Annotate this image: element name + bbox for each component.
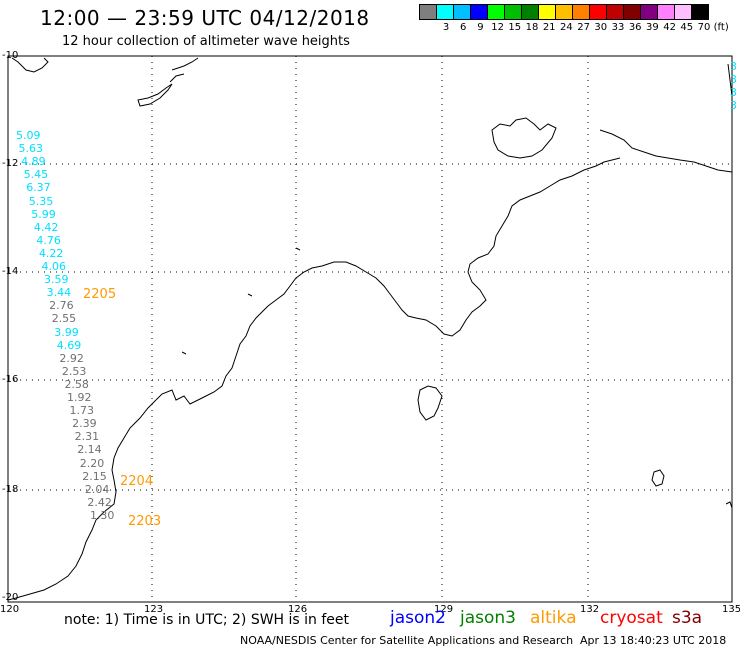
x-tick-label: 120 xyxy=(0,604,20,615)
y-tick-label: -20 xyxy=(2,592,19,603)
legend-item-s3a: s3a xyxy=(672,608,703,628)
pass-time-label: 2204 xyxy=(120,474,154,489)
x-tick-label: 123 xyxy=(144,604,164,615)
track-value: 3 xyxy=(730,60,737,73)
track-value: 2.55 xyxy=(51,312,77,326)
track-value: 2.20 xyxy=(79,456,105,470)
legend-item-jason2: jason2 xyxy=(390,608,446,628)
track-value: 4.69 xyxy=(56,338,82,352)
graticule xyxy=(8,56,732,602)
track-value: 3.99 xyxy=(54,325,79,339)
color-scale-label: 36 xyxy=(628,22,642,33)
color-scale-label: 18 xyxy=(525,22,539,33)
track-value: 4.76 xyxy=(36,233,61,247)
y-tick-label: -18 xyxy=(2,484,19,495)
color-scale-label: 33 xyxy=(611,22,625,33)
x-tick-label: 132 xyxy=(580,604,600,615)
x-tick-label: 135 xyxy=(722,604,740,615)
track-value: 3.59 xyxy=(44,273,69,287)
y-tick-label: -16 xyxy=(2,374,19,385)
color-scale-label: 27 xyxy=(577,22,590,33)
track-value: 5.63 xyxy=(18,142,44,156)
track-value: 2.42 xyxy=(87,495,112,509)
color-scale-label: 12 xyxy=(491,22,504,33)
pass-time-label: 2203 xyxy=(128,514,162,529)
y-tick-label: -14 xyxy=(2,266,19,277)
track-value: 3 xyxy=(730,73,737,86)
track-value: 4.06 xyxy=(41,260,67,273)
track-value: 3.44 xyxy=(46,286,72,300)
color-scale-label: 15 xyxy=(508,22,522,33)
color-scale-label: 70 xyxy=(697,22,711,33)
color-scale-label: 9 xyxy=(477,22,484,33)
color-scale-label: 21 xyxy=(542,22,556,33)
y-tick-label: -12 xyxy=(2,158,19,169)
color-scale-labels: 3 6 9 12 15 18 21 24 27 30 33 36 39 42 45 70 (ft) xyxy=(420,22,740,36)
color-scale-label: 45 xyxy=(680,22,694,33)
track-value: 2.15 xyxy=(82,469,107,483)
track-value: 6.37 xyxy=(26,181,51,195)
track-value: 5.09 xyxy=(16,129,41,142)
color-scale-label: 3 xyxy=(442,22,450,33)
map-subtitle: 12 hour collection of altimeter wave hei… xyxy=(62,34,350,49)
x-tick-label: 129 xyxy=(434,604,454,615)
map-frame xyxy=(7,55,733,603)
color-scale-label: (ft) xyxy=(713,22,729,33)
track-value: 1.30 xyxy=(89,508,115,522)
track-value: 2.31 xyxy=(74,430,100,444)
track-value: 2.53 xyxy=(61,364,87,378)
track-value: 5.45 xyxy=(23,168,49,182)
color-scale-label: 39 xyxy=(646,22,659,33)
pass-time-label: 2205 xyxy=(83,287,117,302)
track-value: 1.92 xyxy=(67,391,92,404)
color-scale-label: 42 xyxy=(663,22,676,33)
map-title: 12:00 — 23:59 UTC 04/12/2018 xyxy=(40,6,370,30)
track-value: 2.39 xyxy=(72,417,97,431)
track-value: 3 xyxy=(730,99,737,112)
track-value: 3 xyxy=(730,86,737,99)
color-scale-swatch xyxy=(691,4,709,20)
legend-item-jason3: jason3 xyxy=(460,608,516,628)
track-value: 4.22 xyxy=(38,246,64,260)
track-value: 2.04 xyxy=(84,482,110,496)
track-value: 4.42 xyxy=(33,220,59,234)
legend-item-cryosat: cryosat xyxy=(600,608,663,628)
wave-height-color-scale xyxy=(419,4,709,20)
color-scale-label: 6 xyxy=(460,22,467,33)
track-value: 2.76 xyxy=(49,299,74,313)
track-value: 1.73 xyxy=(69,404,95,418)
track-value: 5.35 xyxy=(28,194,54,208)
generated-timestamp: Apr 13 18:40:23 UTC 2018 xyxy=(580,634,727,647)
track-value: 4.89 xyxy=(21,155,46,169)
color-scale-label: 30 xyxy=(594,22,608,33)
track-value: 2.58 xyxy=(64,377,89,391)
track-value: 2.92 xyxy=(59,351,84,365)
coastline xyxy=(7,57,733,601)
y-tick-label: -10 xyxy=(2,50,19,61)
footer-note: note: 1) Time is in UTC; 2) SWH is in fe… xyxy=(64,612,350,628)
track-value: 2.14 xyxy=(77,443,102,457)
legend-item-altika: altika xyxy=(530,608,577,628)
x-tick-label: 126 xyxy=(288,604,308,615)
color-scale-label: 24 xyxy=(560,22,573,33)
credit-text: NOAA/NESDIS Center for Satellite Applica… xyxy=(240,634,574,647)
track-value: 5.99 xyxy=(31,207,56,221)
